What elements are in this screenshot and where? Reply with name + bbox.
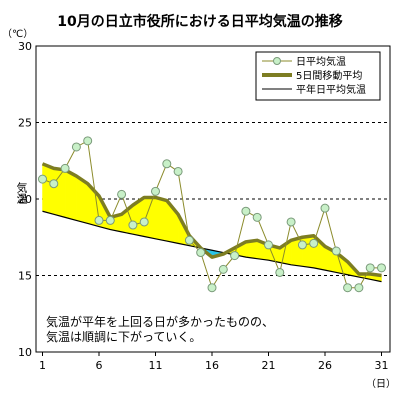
series-markers: [38, 136, 386, 293]
daily-point: [252, 212, 262, 222]
daily-point: [241, 206, 251, 216]
y-tick-label: 30: [18, 40, 32, 53]
x-tick-label: 1: [39, 359, 46, 372]
daily-point: [354, 283, 364, 293]
legend-marker-daily: [273, 57, 281, 65]
daily-point: [105, 215, 115, 225]
annotation-line-2: 気温は順調に下がっていく。: [46, 329, 201, 344]
daily-point: [151, 186, 160, 196]
x-tick-label: 21: [262, 359, 276, 372]
daily-point: [264, 240, 273, 250]
daily-point: [309, 238, 319, 248]
y-tick-label: 15: [18, 270, 32, 283]
y-tick-labels: 10 15 20 25 30: [18, 40, 32, 359]
daily-point: [128, 220, 138, 230]
daily-point: [343, 283, 353, 293]
y-unit: （℃）: [2, 28, 33, 40]
daily-point: [275, 267, 285, 277]
series-line-normal: [42, 210, 382, 283]
legend-label-moving: 5日間移動平均: [296, 69, 362, 82]
x-tick-label: 26: [318, 359, 332, 372]
series-line-moving-average: [41, 162, 382, 278]
daily-point: [117, 189, 127, 199]
fill-above-normal: [42, 163, 55, 215]
fill-above-normal: [155, 197, 168, 242]
daily-point: [162, 159, 172, 169]
daily-point: [139, 217, 149, 227]
daily-point: [49, 179, 59, 189]
daily-point: [297, 240, 307, 250]
legend-label-normal: 平年日平均気温: [296, 83, 366, 96]
fill-above-normal: [64, 169, 77, 221]
daily-point: [83, 136, 93, 146]
x-tick-labels: 1 6 11 16 21 26 31: [39, 352, 389, 372]
daily-point: [196, 248, 206, 258]
daily-point: [286, 217, 296, 227]
daily-point: [365, 263, 375, 273]
daily-point: [94, 215, 104, 225]
daily-point: [230, 251, 240, 261]
x-tick-label: 31: [375, 359, 389, 372]
grid-lines: [36, 122, 390, 276]
daily-point: [60, 163, 70, 173]
daily-point: [218, 264, 228, 274]
daily-point: [377, 263, 386, 273]
annotation-line-1: 気温が平年を上回る日が多かったものの、: [46, 314, 274, 329]
y-tick-label: 10: [18, 346, 32, 359]
chart-title: 10月の日立市役所における日平均気温の推移: [57, 13, 342, 30]
x-tick-label: 11: [149, 359, 163, 372]
legend: 日平均気温 5日間移動平均 平年日平均気温: [255, 51, 381, 101]
daily-point: [38, 174, 47, 184]
daily-point: [320, 203, 330, 213]
daily-point: [184, 235, 194, 245]
daily-point: [207, 283, 217, 293]
daily-point: [71, 142, 81, 152]
x-tick-label: 6: [96, 359, 103, 372]
x-tick-label: 16: [205, 359, 219, 372]
daily-point: [331, 246, 341, 256]
y-tick-label: 25: [18, 117, 32, 130]
y-tick-label: 20: [18, 193, 32, 206]
x-unit: （日）: [366, 378, 396, 390]
legend-label-daily: 日平均気温: [296, 55, 346, 68]
daily-point: [173, 166, 183, 176]
